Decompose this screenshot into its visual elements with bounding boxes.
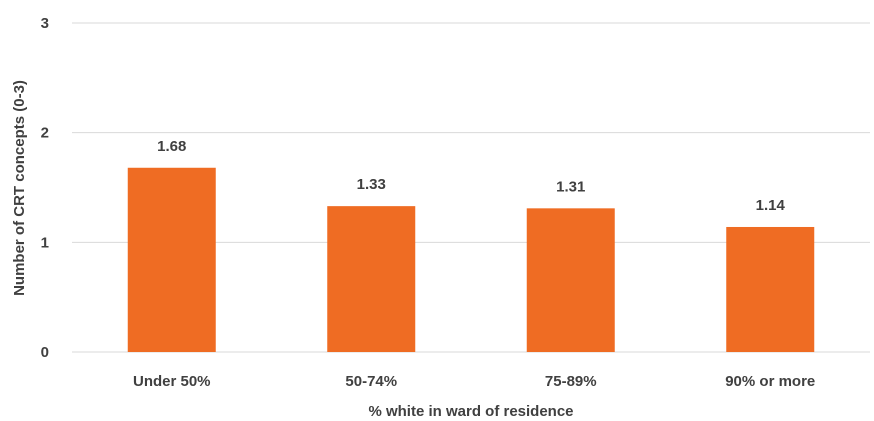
data-label: 1.68 <box>157 138 186 155</box>
x-tick-label: 90% or more <box>725 373 815 390</box>
data-label: 1.33 <box>357 176 386 193</box>
bar <box>726 226 815 352</box>
y-axis-ticks: 0 1 2 3 <box>41 15 49 361</box>
x-tick-label: 75-89% <box>545 373 597 390</box>
y-tick-label: 1 <box>41 234 49 251</box>
data-label: 1.31 <box>556 178 585 195</box>
bar <box>327 206 416 352</box>
y-tick-label: 0 <box>41 344 49 361</box>
y-axis-title: Number of CRT concepts (0-3) <box>11 80 28 296</box>
y-tick-label: 3 <box>41 15 49 32</box>
bar <box>127 167 216 352</box>
bars <box>127 167 815 352</box>
x-axis-title: % white in ward of residence <box>368 403 573 420</box>
x-axis-ticks: Under 50% 50-74% 75-89% 90% or more <box>133 373 815 390</box>
y-tick-label: 2 <box>41 125 49 142</box>
x-tick-label: Under 50% <box>133 373 211 390</box>
x-tick-label: 50-74% <box>345 373 397 390</box>
data-labels: 1.68 1.33 1.31 1.14 <box>157 138 785 214</box>
data-label: 1.14 <box>756 197 786 214</box>
bar <box>526 208 615 352</box>
